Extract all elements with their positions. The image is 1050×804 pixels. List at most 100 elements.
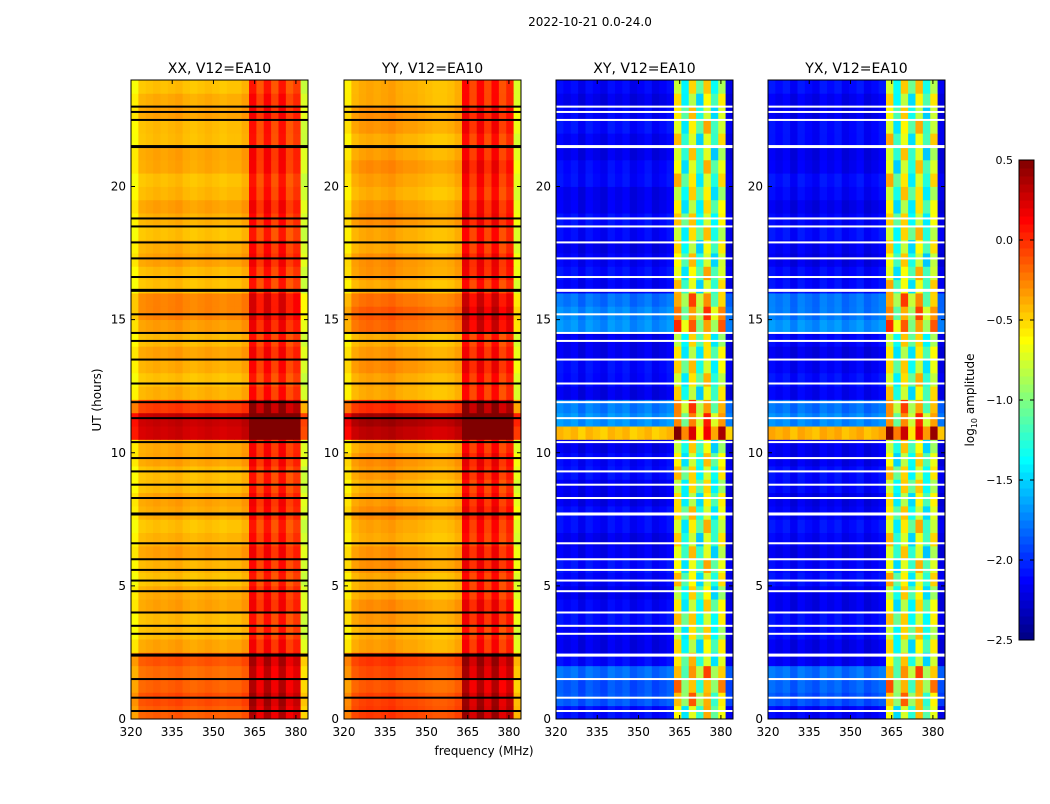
heatmap-cell [578,426,586,440]
heatmap-cell [666,266,675,281]
heatmap-cell [863,665,872,680]
heatmap-cell [380,266,389,281]
heatmap-cell [797,612,806,627]
heatmap-cell [673,346,682,360]
heatmap-cell [234,146,243,161]
heatmap-cell [153,253,161,267]
heatmap-cell [447,226,456,241]
heatmap-cell [454,386,463,400]
heatmap-cell [826,599,835,613]
heatmap-cell [703,519,712,534]
y-tick-label: 10 [748,446,763,460]
heatmap-cell [410,599,419,613]
heatmap-cell [915,319,924,334]
heatmap-cell [666,426,675,440]
heatmap-cell [841,652,850,667]
heatmap-cell [681,692,690,707]
heatmap-cell [248,705,257,720]
heatmap-cell [688,146,697,161]
heatmap-cell [469,545,478,560]
heatmap-cell [797,692,806,707]
heatmap-cell [797,492,806,507]
heatmap-cell [344,293,352,307]
colorbar-label: log10 amplitude [963,354,979,447]
heatmap-cell [432,399,441,414]
flagged-row [131,313,308,316]
heatmap-cell [402,106,411,121]
heatmap-cell [226,159,235,174]
heatmap-cell [718,80,726,94]
heatmap-cell [153,705,161,720]
flagged-row [344,417,521,420]
heatmap-cell [395,319,404,334]
heatmap-cell [256,253,265,267]
heatmap-cell [145,213,154,227]
heatmap-cell [893,612,902,627]
heatmap-cell [293,479,301,494]
heatmap-cell [922,93,931,108]
heatmap-cell [432,692,441,707]
heatmap-cell [373,239,382,254]
heatmap-cell [937,625,946,640]
flagged-row [768,339,945,342]
heatmap-cell [358,492,367,507]
heatmap-cell [373,133,382,147]
heatmap-cell [271,346,279,360]
heatmap-cell [461,705,470,720]
heatmap-cell [819,253,828,267]
flagged-row [344,568,521,571]
heatmap-cell [768,80,776,94]
flagged-row [768,624,945,627]
heatmap-cell [659,519,668,534]
heatmap-cell [402,239,411,254]
heatmap-cell [768,439,776,454]
heatmap-cell [145,519,154,534]
heatmap-cell [834,186,843,201]
heatmap-cell [380,439,389,454]
heatmap-cell [834,612,843,627]
heatmap-cell [900,253,909,267]
y-axis-label: UT (hours) [90,368,104,431]
heatmap-cell [804,625,813,640]
heatmap-cell [439,213,448,227]
heatmap-cell [797,532,806,547]
heatmap-cell [212,133,220,147]
heatmap-cell [484,665,492,680]
heatmap-cell [498,559,507,573]
heatmap-cell [804,585,813,600]
heatmap-cell [167,372,176,387]
heatmap-cell [153,559,161,573]
heatmap-cell [395,399,404,414]
colorbar-segment [1019,536,1034,545]
heatmap-cell [681,186,690,201]
heatmap-cell [402,186,411,201]
heatmap-cell [204,80,213,94]
heatmap-cell [578,612,586,627]
heatmap-cell [637,639,645,653]
heatmap-cell [285,665,294,680]
heatmap-cell [506,239,514,254]
colorbar-segment [1019,400,1034,409]
heatmap-cell [688,293,697,307]
heatmap-cell [256,612,265,627]
heatmap-cell [131,293,139,307]
x-tick-label: 380 [709,725,732,739]
heatmap-cell [395,372,404,387]
heatmap-cell [138,519,147,534]
heatmap-cell [915,625,924,640]
heatmap-cell [790,319,798,334]
heatmap-cell [425,625,433,640]
heatmap-cell [469,266,478,281]
heatmap-cell [768,612,776,627]
heatmap-cell [439,226,448,241]
heatmap-cell [153,173,161,187]
heatmap-cell [607,705,616,720]
heatmap-cell [885,519,894,534]
heatmap-cell [703,625,712,640]
heatmap-cell [622,253,631,267]
heatmap-cell [285,545,294,560]
heatmap-cell [469,532,478,547]
heatmap-cell [696,479,704,494]
heatmap-cell [160,159,169,174]
heatmap-cell [804,93,813,108]
